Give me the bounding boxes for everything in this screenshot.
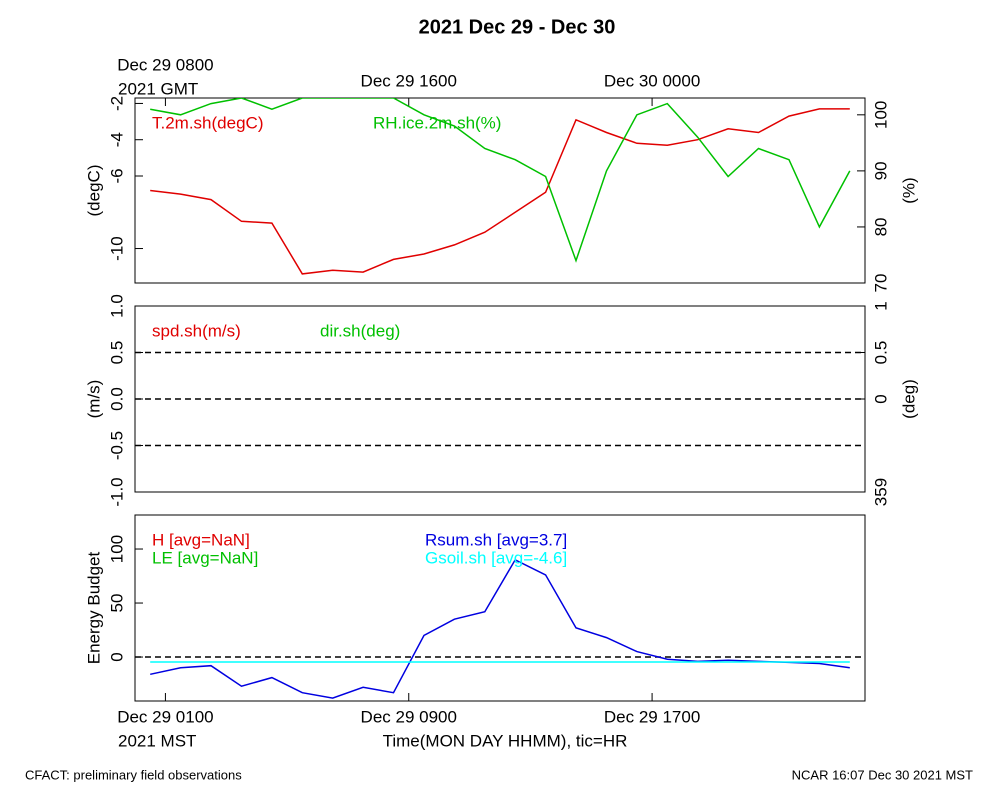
legend-entry: RH.ice.2m.sh(%) bbox=[373, 113, 501, 132]
y2-tick-label: 0.5 bbox=[871, 341, 890, 365]
legend-entry: T.2m.sh(degC) bbox=[152, 113, 263, 132]
x2-tick-label: Dec 30 0000 bbox=[604, 71, 700, 90]
x-tick-label: Dec 29 1700 bbox=[604, 707, 700, 726]
y-tick-label: 100 bbox=[107, 535, 126, 563]
y-tick-label: -6 bbox=[107, 168, 126, 183]
series-line bbox=[150, 558, 850, 699]
x2-tick-label: Dec 29 1600 bbox=[361, 71, 457, 90]
y-axis-label: (m/s) bbox=[84, 380, 103, 419]
legend-entry: H [avg=NaN] bbox=[152, 530, 250, 549]
x2-note: 2021 GMT bbox=[118, 79, 198, 98]
x2-tick-label: Dec 29 0800 bbox=[117, 55, 213, 74]
legend-entry: dir.sh(deg) bbox=[320, 321, 400, 340]
series-line bbox=[150, 98, 851, 263]
y2-tick-label: 70 bbox=[871, 274, 890, 293]
y-tick-label: -2 bbox=[107, 96, 126, 111]
y-tick-label: -1.0 bbox=[107, 477, 126, 506]
y2-tick-label: 359 bbox=[871, 478, 890, 506]
y2-tick-label: 90 bbox=[871, 161, 890, 180]
x-note: 2021 MST bbox=[118, 731, 196, 750]
y2-tick-label: 80 bbox=[871, 217, 890, 236]
y2-axis-label: (%) bbox=[899, 177, 918, 203]
x-tick-label: Dec 29 0100 bbox=[117, 707, 213, 726]
legend-entry: LE [avg=NaN] bbox=[152, 548, 258, 567]
x-axis-label: Time(MON DAY HHMM), tic=HR bbox=[383, 731, 628, 750]
x-tick-label: Dec 29 0900 bbox=[361, 707, 457, 726]
panel-frame bbox=[134, 97, 866, 284]
series-line bbox=[150, 108, 850, 275]
chart-title: 2021 Dec 29 - Dec 30 bbox=[419, 16, 616, 38]
y2-axis-label: (deg) bbox=[899, 379, 918, 419]
panel-frame bbox=[134, 514, 866, 702]
y-tick-label: -0.5 bbox=[107, 431, 126, 460]
footer-right: NCAR 16:07 Dec 30 2021 MST bbox=[792, 767, 973, 782]
y-axis-label: (degC) bbox=[84, 165, 103, 217]
y2-tick-label: 1 bbox=[871, 301, 890, 310]
y2-tick-label: 0 bbox=[871, 394, 890, 403]
y-tick-label: -10 bbox=[107, 236, 126, 261]
y-axis-label: Energy Budget bbox=[84, 551, 103, 664]
y-tick-label: 50 bbox=[107, 594, 126, 613]
y-tick-label: 0 bbox=[107, 652, 126, 661]
y-tick-label: 0.5 bbox=[107, 341, 126, 365]
footer-left: CFACT: preliminary field observations bbox=[25, 767, 242, 782]
legend-entry: Gsoil.sh [avg=-4.6] bbox=[425, 548, 567, 567]
y-tick-label: 0.0 bbox=[107, 387, 126, 411]
legend-entry: spd.sh(m/s) bbox=[152, 321, 241, 340]
y2-tick-label: 100 bbox=[871, 101, 890, 129]
y-tick-label: -4 bbox=[107, 132, 126, 147]
y-tick-label: 1.0 bbox=[107, 294, 126, 318]
legend-entry: Rsum.sh [avg=3.7] bbox=[425, 530, 567, 549]
